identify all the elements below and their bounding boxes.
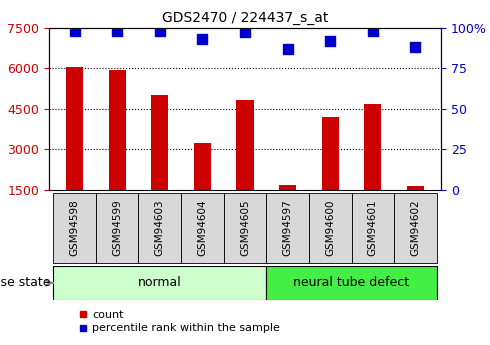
Bar bbox=[66, 67, 83, 190]
Point bbox=[156, 28, 164, 33]
Text: GSM94600: GSM94600 bbox=[325, 199, 335, 256]
Text: disease state: disease state bbox=[0, 276, 53, 289]
Bar bbox=[151, 95, 168, 190]
Bar bbox=[394, 193, 437, 263]
Text: GSM94603: GSM94603 bbox=[155, 199, 165, 256]
Bar bbox=[407, 186, 424, 190]
Bar bbox=[364, 104, 381, 190]
Point bbox=[284, 46, 292, 51]
Text: GSM94605: GSM94605 bbox=[240, 199, 250, 256]
Bar bbox=[351, 193, 394, 263]
Bar bbox=[266, 193, 309, 263]
Point bbox=[326, 38, 334, 43]
Bar bbox=[224, 193, 266, 263]
Bar bbox=[322, 117, 339, 190]
Bar bbox=[139, 193, 181, 263]
Bar bbox=[279, 185, 296, 190]
Text: GSM94602: GSM94602 bbox=[411, 199, 420, 256]
Point bbox=[71, 28, 78, 33]
Point bbox=[412, 44, 419, 50]
Point bbox=[369, 28, 377, 33]
Text: GSM94599: GSM94599 bbox=[112, 199, 122, 256]
Bar bbox=[181, 193, 224, 263]
Bar bbox=[237, 100, 253, 190]
Text: neural tube defect: neural tube defect bbox=[294, 276, 410, 289]
Point bbox=[198, 36, 206, 42]
Text: GSM94598: GSM94598 bbox=[70, 199, 79, 256]
Legend: count, percentile rank within the sample: count, percentile rank within the sample bbox=[74, 306, 284, 338]
Point bbox=[241, 30, 249, 35]
Bar bbox=[109, 70, 126, 190]
Bar bbox=[309, 193, 351, 263]
Bar bbox=[53, 193, 96, 263]
Bar bbox=[53, 266, 266, 300]
Point bbox=[113, 28, 121, 33]
Text: GSM94597: GSM94597 bbox=[283, 199, 293, 256]
Bar bbox=[96, 193, 139, 263]
Text: GSM94604: GSM94604 bbox=[197, 199, 207, 256]
Text: GSM94601: GSM94601 bbox=[368, 199, 378, 256]
Text: normal: normal bbox=[138, 276, 182, 289]
Title: GDS2470 / 224437_s_at: GDS2470 / 224437_s_at bbox=[162, 11, 328, 25]
Bar bbox=[194, 143, 211, 190]
Bar bbox=[266, 266, 437, 300]
